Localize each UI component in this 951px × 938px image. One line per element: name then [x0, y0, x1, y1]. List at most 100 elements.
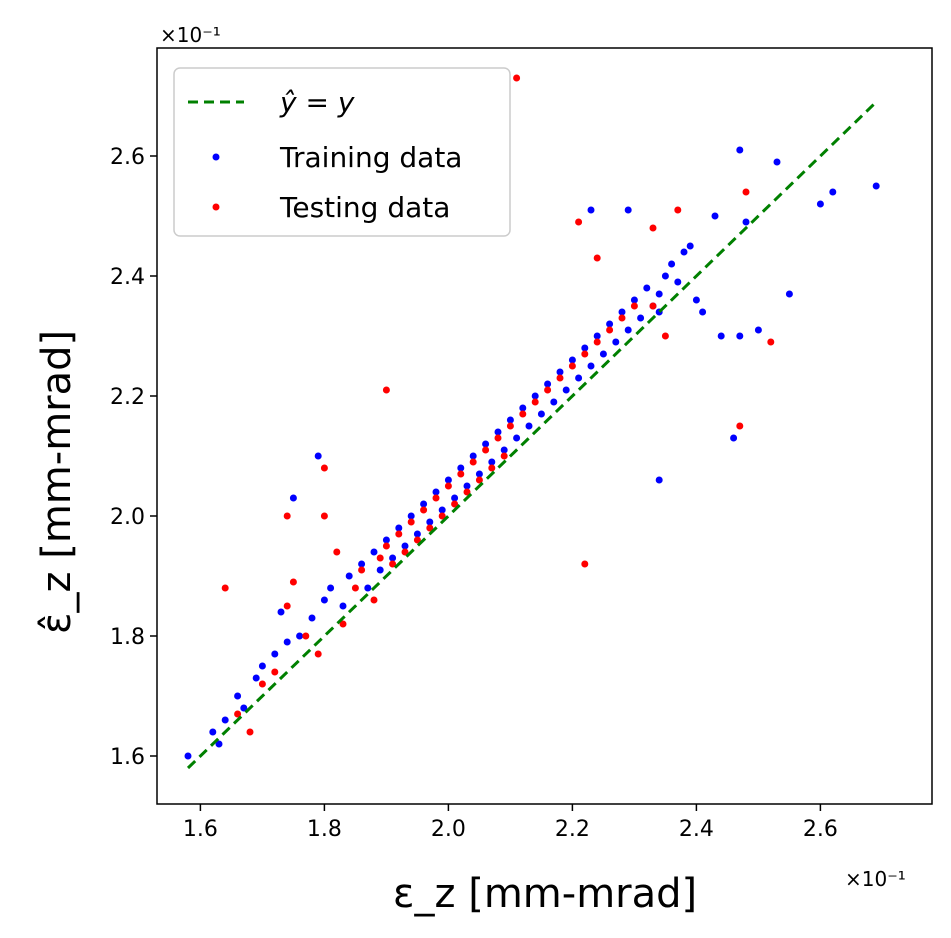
legend-marker-testing [212, 203, 220, 211]
testing-point [258, 680, 266, 688]
training-point [699, 308, 707, 316]
training-point [395, 524, 403, 532]
testing-point [283, 512, 291, 520]
training-point [668, 260, 676, 268]
testing-point [469, 458, 477, 466]
training-point [655, 290, 663, 298]
training-point [606, 320, 614, 328]
training-point [240, 704, 248, 712]
x-tick-label: 2.2 [555, 817, 590, 842]
testing-point [575, 218, 583, 226]
training-point [277, 608, 285, 616]
training-point [519, 404, 527, 412]
training-point [184, 752, 192, 760]
y-tick-label: 1.6 [110, 745, 145, 770]
testing-point [376, 554, 384, 562]
testing-point [544, 386, 552, 394]
testing-point [593, 338, 601, 346]
testing-point [581, 350, 589, 358]
training-point [327, 584, 335, 592]
legend-box [173, 67, 511, 237]
testing-point [661, 332, 669, 340]
testing-point [451, 500, 459, 508]
testing-point [382, 542, 390, 550]
training-point [413, 530, 421, 538]
testing-point [395, 530, 403, 538]
testing-point [556, 374, 564, 382]
training-point [438, 506, 446, 514]
training-point [686, 242, 694, 250]
training-point [816, 200, 824, 208]
legend-marker-training [212, 153, 220, 161]
y-tick-label: 2.4 [110, 265, 145, 290]
testing-point [289, 578, 297, 586]
testing-point [382, 386, 390, 394]
testing-point [482, 446, 490, 454]
training-point [562, 386, 570, 394]
training-point [736, 146, 744, 154]
axes-frame [156, 47, 933, 805]
y-tick-label: 2.0 [110, 505, 145, 530]
training-point [587, 206, 595, 214]
testing-point [358, 566, 366, 574]
training-point [506, 416, 514, 424]
testing-point [519, 410, 527, 418]
testing-point [271, 668, 279, 676]
training-point [488, 458, 496, 466]
training-point [624, 326, 632, 334]
training-point [531, 392, 539, 400]
testing-point [389, 560, 397, 568]
x-tick-label: 2.0 [431, 817, 466, 842]
training-point [463, 482, 471, 490]
testing-point [463, 488, 471, 496]
y-tick-label: 1.8 [110, 625, 145, 650]
training-point [754, 326, 762, 334]
testing-point [568, 362, 576, 370]
testing-point [593, 254, 601, 262]
testing-point [674, 206, 682, 214]
training-point [556, 368, 564, 376]
legend-label-reference: ŷ = y [279, 86, 355, 119]
training-point [593, 332, 601, 340]
training-point [680, 248, 688, 256]
training-point [587, 362, 595, 370]
training-point [221, 716, 229, 724]
testing-point [506, 422, 514, 430]
training-point [258, 662, 266, 670]
training-point [612, 338, 620, 346]
x-multiplier: ×10⁻¹ [845, 867, 906, 891]
training-point [283, 638, 291, 646]
training-point [624, 206, 632, 214]
testing-point [581, 560, 589, 568]
training-point [655, 476, 663, 484]
training-point [785, 290, 793, 298]
x-tick-label: 1.6 [183, 817, 218, 842]
testing-point [401, 548, 409, 556]
training-point [575, 374, 583, 382]
x-tick-label: 1.8 [307, 817, 342, 842]
testing-point [370, 596, 378, 604]
testing-point [314, 650, 322, 658]
testing-point [475, 476, 483, 484]
plot-area-border [156, 47, 933, 805]
tick-layer: 1.6 1.8 2.0 2.2 2.4 2.6 1.6 1.8 2.0 2.2 2.4 2.6 [110, 145, 838, 842]
training-point [525, 422, 533, 430]
training-point [475, 470, 483, 478]
training-point [296, 632, 304, 640]
training-point [469, 452, 477, 460]
training-point [432, 488, 440, 496]
testing-point [283, 602, 291, 610]
training-point [742, 218, 750, 226]
training-point [345, 572, 353, 580]
testing-point [494, 434, 502, 442]
training-point [736, 332, 744, 340]
x-axis-label: ε_z [mm-mrad] [393, 871, 697, 917]
y-tick-label: 2.2 [110, 385, 145, 410]
training-point [581, 344, 589, 352]
training-point [544, 380, 552, 388]
training-point [550, 398, 558, 406]
training-point [711, 212, 719, 220]
testing-point [767, 338, 775, 346]
testing-point [420, 506, 428, 514]
